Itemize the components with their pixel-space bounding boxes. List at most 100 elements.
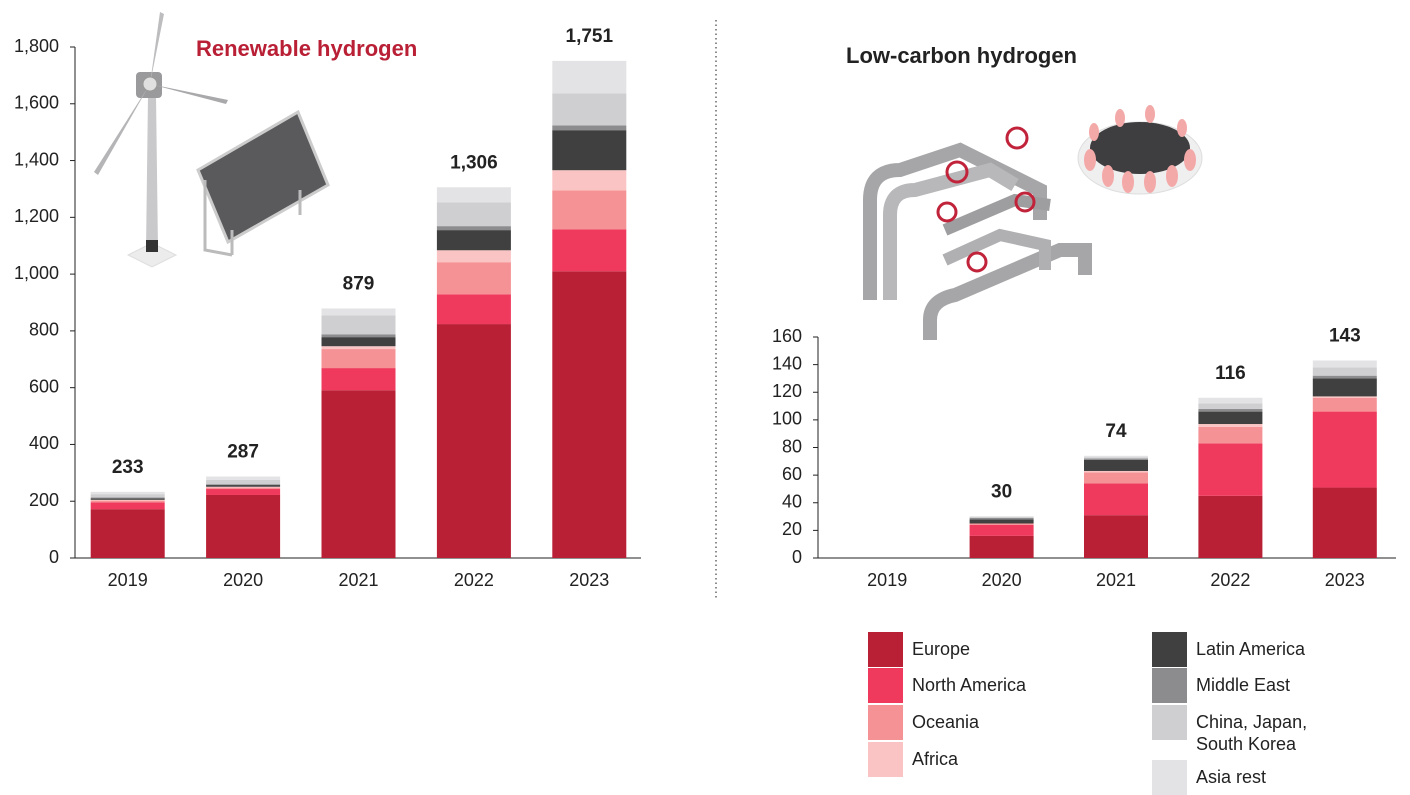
bar-segment — [321, 315, 396, 335]
bar-segment — [552, 93, 627, 126]
total-label: 74 — [1105, 421, 1127, 442]
bar-segment — [552, 271, 627, 558]
bar-segment — [436, 324, 511, 558]
legend-swatch — [868, 632, 903, 667]
x-tick-label: 2022 — [454, 570, 494, 590]
total-label: 233 — [112, 457, 144, 478]
legend-item: Middle East — [1152, 668, 1290, 703]
bar-segment — [90, 494, 165, 498]
y-tick-label: 1,000 — [14, 263, 59, 283]
bar-segment — [969, 535, 1034, 558]
bar-segment — [436, 187, 511, 203]
legend-swatch — [1152, 632, 1187, 667]
legend-label: Europe — [912, 639, 971, 659]
bar-segment — [1084, 515, 1148, 558]
total-label: 143 — [1329, 325, 1361, 346]
bar-segment — [90, 500, 165, 503]
bar-segment — [90, 498, 165, 500]
y-tick-label: 1,800 — [14, 36, 59, 56]
legend-swatch — [868, 668, 903, 703]
chart-title: Renewable hydrogen — [196, 36, 417, 61]
y-tick-label: 100 — [772, 409, 802, 429]
bar-segment — [1312, 375, 1377, 379]
bar-segment — [1084, 459, 1148, 471]
bar-segment — [1084, 470, 1148, 473]
bar-segment — [1084, 472, 1148, 484]
legend-swatch — [1152, 705, 1187, 740]
legend-label: Oceania — [912, 712, 980, 732]
bar-segment — [436, 250, 511, 263]
x-tick-label: 2021 — [338, 570, 378, 590]
bar-segment — [1312, 487, 1377, 558]
bar-segment — [90, 502, 165, 510]
bar-segment — [552, 170, 627, 191]
y-tick-label: 20 — [782, 519, 802, 539]
bar-segment — [1198, 426, 1263, 444]
bar-segment — [1198, 408, 1263, 412]
y-tick-label: 0 — [49, 547, 59, 567]
y-tick-label: 0 — [792, 547, 802, 567]
legend-swatch — [868, 742, 903, 777]
bar-segment — [436, 262, 511, 295]
legend-item: North America — [868, 668, 1026, 703]
y-tick-label: 1,600 — [14, 93, 59, 113]
legend-swatch — [1152, 668, 1187, 703]
bar-segment — [1312, 378, 1377, 397]
legend-item: Oceania — [868, 705, 979, 740]
x-tick-label: 2023 — [1325, 570, 1365, 590]
legend-swatch — [868, 705, 903, 740]
bar-segment — [90, 497, 165, 499]
y-tick-label: 160 — [772, 326, 802, 346]
bar-segment — [552, 125, 627, 131]
bar-segment — [90, 499, 165, 501]
legend-item: Europe — [868, 632, 970, 667]
bar-segment — [1312, 411, 1377, 488]
bar-segment — [321, 337, 396, 347]
legend-label: North America — [912, 675, 1027, 695]
bar-segment — [436, 202, 511, 227]
total-label: 879 — [343, 273, 375, 294]
bar-segment — [90, 491, 165, 495]
y-tick-label: 400 — [29, 433, 59, 453]
bar-segment — [206, 476, 281, 480]
bar-segment — [1198, 403, 1263, 409]
bar-segment — [321, 334, 396, 338]
legend-item: Africa — [868, 742, 958, 777]
bar-segment — [321, 368, 396, 391]
total-label: 287 — [227, 442, 259, 463]
bar-segment — [436, 294, 511, 325]
x-tick-label: 2019 — [867, 570, 907, 590]
y-tick-label: 600 — [29, 376, 59, 396]
bar-segment — [1198, 424, 1263, 427]
y-tick-label: 140 — [772, 353, 802, 373]
y-tick-label: 120 — [772, 381, 802, 401]
bar-segment — [552, 229, 627, 272]
legend-label: Africa — [912, 749, 959, 769]
bar-segment — [1312, 360, 1377, 368]
bar-segment — [969, 523, 1034, 525]
legend-swatch — [1152, 760, 1187, 795]
bar-segment — [321, 390, 396, 558]
bar-segment — [321, 308, 396, 316]
y-tick-label: 40 — [782, 492, 802, 512]
x-tick-label: 2023 — [569, 570, 609, 590]
bar-segment — [1084, 455, 1148, 458]
bar-segment — [206, 479, 281, 485]
bar-segment — [552, 190, 627, 230]
bar-segment — [552, 60, 627, 94]
x-tick-label: 2022 — [1210, 570, 1250, 590]
chart-title: Low-carbon hydrogen — [846, 43, 1077, 68]
x-tick-label: 2020 — [982, 570, 1022, 590]
x-tick-label: 2020 — [223, 570, 263, 590]
y-tick-label: 80 — [782, 436, 802, 456]
total-label: 30 — [991, 482, 1012, 503]
bar-segment — [436, 230, 511, 251]
bar-segment — [206, 484, 281, 486]
bar-segment — [1312, 396, 1377, 398]
legend-item: Asia rest — [1152, 760, 1266, 795]
y-tick-label: 1,400 — [14, 149, 59, 169]
total-label: 116 — [1215, 363, 1246, 384]
y-tick-label: 60 — [782, 464, 802, 484]
